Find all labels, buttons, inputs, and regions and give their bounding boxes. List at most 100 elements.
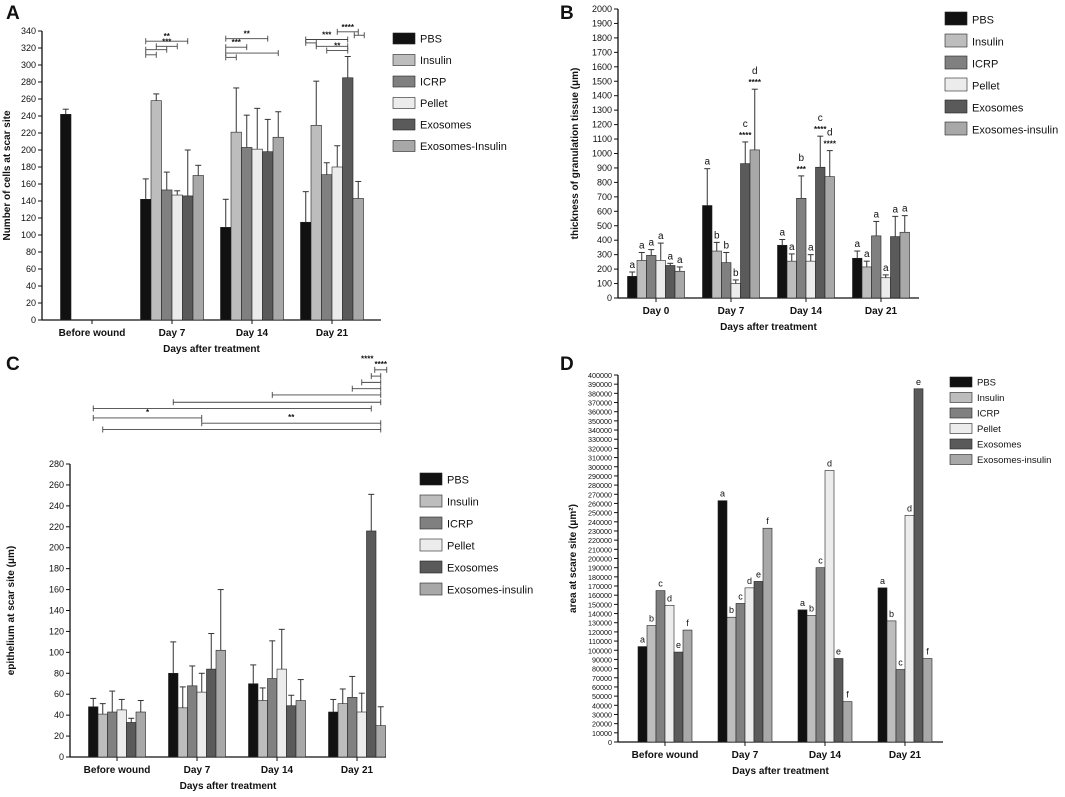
- bar: [655, 590, 666, 743]
- bar: [682, 629, 693, 743]
- panel-D: D 010000200003000040000500006000070000800…: [560, 354, 1051, 777]
- bar: [215, 649, 226, 758]
- group-letter: c: [898, 658, 903, 668]
- y-tick-label: 1200: [592, 120, 612, 130]
- panel-C: C 0 20 40 60 80 100 120 140 160 180 200 220 240 260 280…: [6, 354, 533, 792]
- group-letter: a: [873, 209, 879, 220]
- group-letter: a: [883, 263, 889, 274]
- legend-label: Insulin: [972, 37, 1004, 49]
- legend-label: ICRP: [972, 59, 998, 71]
- group-letter: d: [747, 576, 752, 586]
- bar: [107, 711, 118, 758]
- group-letter: a: [704, 157, 710, 168]
- x-tick-label: Day 21: [316, 328, 349, 339]
- legend-swatch: [949, 376, 973, 388]
- legend-label: Insulin: [420, 55, 452, 67]
- legend-label: Exosomes: [972, 103, 1024, 115]
- legend-label: Exosomes-Insulin: [420, 141, 507, 153]
- legend-swatch: [944, 77, 968, 92]
- group-letter: d: [827, 128, 833, 139]
- y-tick-label: 310000: [588, 454, 612, 463]
- y-tick-label: 900: [597, 163, 612, 173]
- bar: [328, 711, 339, 758]
- y-tick-label: 160: [21, 179, 36, 189]
- bar: [187, 685, 198, 758]
- legend-swatch: [419, 472, 443, 486]
- x-tick-label: Day 7: [718, 306, 745, 317]
- y-tick-label: 220: [21, 128, 36, 138]
- bar: [140, 199, 152, 321]
- significance-mark: **: [288, 413, 295, 422]
- bar: [815, 166, 826, 299]
- y-axis-title: thickness of granulation tissue (μm): [570, 68, 581, 240]
- y-tick-label: 340000: [588, 426, 612, 435]
- y-tick-label: 600: [597, 206, 612, 216]
- group-letter: a: [808, 243, 814, 254]
- y-tick-label: 300: [21, 60, 36, 70]
- y-tick-label: 180: [49, 564, 64, 574]
- legend-swatch: [949, 423, 973, 434]
- bar: [815, 567, 826, 743]
- legend-label: Insulin: [977, 393, 1004, 404]
- group-letter: b: [798, 153, 804, 164]
- group-letter: a: [892, 204, 898, 215]
- legend-swatch: [419, 582, 443, 596]
- x-axis-title: Days after treatment: [180, 781, 277, 792]
- y-tick-label: 360000: [588, 408, 612, 417]
- bar: [300, 221, 312, 321]
- x-tick-label: Before wound: [59, 328, 126, 339]
- x-tick-label: Day 21: [865, 306, 898, 317]
- y-tick-label: 110000: [589, 637, 612, 646]
- legend-label: Exosomes-insulin: [977, 455, 1051, 466]
- y-tick-label: 140000: [588, 610, 612, 619]
- bar: [60, 114, 72, 321]
- y-tick-label: 80000: [592, 665, 612, 674]
- y-tick-label: 700: [597, 192, 612, 202]
- significance-mark: **: [334, 42, 341, 51]
- y-tick-label: 120000: [588, 628, 612, 637]
- legend-swatch: [949, 454, 973, 465]
- legend-swatch: [949, 407, 973, 419]
- y-tick-label: 180: [21, 162, 36, 172]
- bar: [220, 227, 232, 321]
- significance-mark: **: [244, 30, 251, 39]
- bar: [880, 277, 891, 299]
- group-letter: b: [649, 613, 654, 623]
- bar: [177, 707, 188, 758]
- x-tick-label: Day 7: [732, 750, 759, 761]
- legend-swatch: [944, 11, 968, 26]
- y-tick-label: 0: [608, 738, 612, 747]
- legend-label: PBS: [420, 34, 442, 46]
- y-tick-label: 1600: [592, 62, 612, 72]
- x-tick-label: Day 14: [809, 750, 842, 761]
- y-tick-label: 40: [26, 281, 36, 291]
- legend-swatch: [944, 55, 968, 70]
- bar: [342, 77, 354, 321]
- group-letter: a: [864, 249, 870, 260]
- y-tick-label: 20000: [592, 720, 612, 729]
- bar: [248, 683, 259, 758]
- legend-swatch: [419, 560, 443, 574]
- y-tick-label: 40000: [592, 701, 612, 710]
- significance-mark: ****: [814, 125, 827, 134]
- x-tick-label: Day 14: [790, 306, 823, 317]
- group-letter: f: [926, 647, 929, 657]
- legend-swatch: [419, 516, 443, 530]
- y-tick-label: 300: [597, 250, 612, 260]
- y-tick-label: 0: [31, 315, 36, 325]
- y-tick-label: 200000: [588, 555, 612, 564]
- legend-swatch: [392, 32, 416, 45]
- legend-swatch: [944, 121, 968, 136]
- legend-label: PBS: [977, 378, 996, 389]
- bar: [241, 147, 253, 321]
- y-tick-label: 300000: [588, 463, 612, 472]
- legend-swatch: [392, 75, 416, 88]
- group-letter: e: [756, 569, 761, 579]
- legend-label: ICRP: [447, 519, 473, 531]
- bar: [824, 176, 835, 299]
- y-tick-label: 190000: [588, 564, 612, 573]
- bar: [347, 697, 358, 758]
- bar: [753, 581, 764, 743]
- bar: [356, 711, 367, 758]
- y-tick-label: 120: [21, 213, 36, 223]
